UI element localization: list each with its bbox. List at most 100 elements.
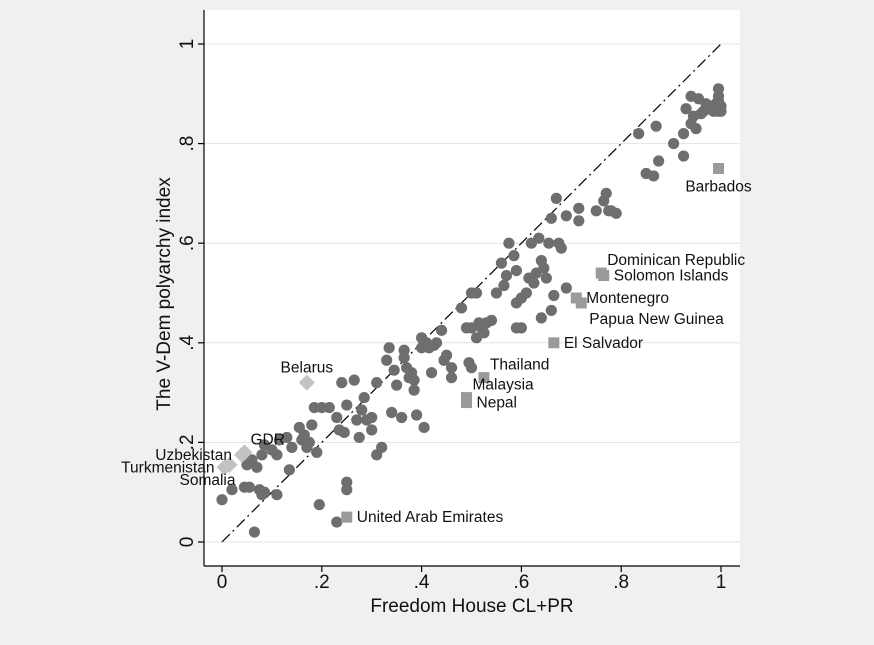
- data-point: [398, 344, 410, 356]
- data-point: [371, 377, 383, 389]
- axes: 0 .2 .4 .6 .8 1 0 .2 .4 .6 .8 1: [177, 10, 740, 593]
- data-point: [545, 304, 557, 317]
- point-label: Turkmenistan: [121, 459, 214, 476]
- data-point: [411, 409, 423, 421]
- point-label: Nepal: [477, 395, 518, 412]
- data-point: [485, 314, 498, 326]
- data-point: [430, 337, 443, 349]
- data-point: [533, 232, 545, 244]
- data-point-square: [713, 163, 725, 174]
- data-point: [388, 364, 400, 376]
- data-point: [435, 324, 448, 336]
- data-point: [540, 272, 552, 284]
- data-point: [690, 123, 702, 135]
- y-tick-label-1: .2: [177, 434, 198, 450]
- data-point: [633, 128, 645, 140]
- data-point: [258, 486, 271, 498]
- data-point: [396, 411, 408, 424]
- data-point: [503, 237, 515, 249]
- data-point: [353, 431, 365, 444]
- x-tick-label-0: 0: [217, 572, 228, 593]
- data-point: [425, 367, 438, 379]
- data-point: [356, 404, 368, 416]
- point-label: Dominican Republic: [607, 252, 745, 269]
- point-label: Uzbekistan: [155, 447, 232, 464]
- y-tick-label-5: 1: [177, 39, 198, 50]
- data-point: [528, 277, 540, 289]
- data-point: [306, 419, 318, 431]
- data-point: [341, 484, 353, 496]
- x-tick-label-5: 1: [716, 572, 727, 593]
- point-label: Solomon Islands: [614, 268, 729, 285]
- data-point: [256, 449, 268, 461]
- data-point-diamond: [298, 374, 315, 391]
- data-point-diamond: [221, 456, 238, 473]
- data-point: [508, 250, 520, 262]
- y-tick-label-4: .8: [177, 136, 198, 152]
- data-point: [573, 202, 585, 214]
- data-point: [535, 312, 547, 324]
- data-point-square: [341, 511, 353, 523]
- data-point: [251, 461, 263, 473]
- data-point: [677, 128, 690, 140]
- point-label: Belarus: [281, 360, 334, 377]
- data-point: [590, 205, 602, 217]
- data-point: [455, 302, 468, 314]
- data-point: [243, 481, 256, 493]
- point-label: El Salvador: [564, 335, 643, 352]
- data-point: [470, 287, 483, 299]
- data-point: [271, 449, 283, 461]
- data-point: [560, 282, 572, 294]
- data-point: [498, 279, 510, 292]
- data-point: [331, 516, 343, 528]
- data-point: [283, 464, 295, 476]
- data-point: [338, 426, 350, 439]
- x-tick-label-3: .6: [513, 572, 529, 593]
- data-point: [478, 327, 490, 339]
- data-point: [515, 322, 528, 334]
- data-point: [495, 257, 508, 269]
- data-point: [710, 103, 722, 115]
- x-tick-label-4: .8: [613, 572, 629, 593]
- data-point: [445, 372, 458, 384]
- data-point: [286, 441, 298, 453]
- y-tick-label-0: 0: [177, 537, 198, 548]
- data-point: [391, 379, 403, 391]
- y-axis-title: The V-Dem polyarchy index: [154, 177, 175, 411]
- data-point: [281, 431, 293, 444]
- data-point-diamond: [233, 446, 250, 463]
- data-point: [366, 424, 378, 436]
- marker-layer: [216, 83, 727, 538]
- data-point: [500, 269, 513, 282]
- data-point: [545, 212, 557, 224]
- data-point: [600, 187, 612, 199]
- data-point: [323, 401, 335, 414]
- data-point: [490, 287, 503, 299]
- data-point: [381, 354, 393, 366]
- data-point-square: [575, 297, 587, 309]
- data-point: [648, 170, 660, 182]
- data-point: [408, 384, 420, 396]
- x-axis-title: Freedom House CL+PR: [370, 596, 573, 617]
- data-point: [341, 399, 353, 411]
- data-point: [573, 215, 585, 227]
- data-point: [538, 262, 550, 274]
- data-point: [653, 155, 665, 167]
- point-label: United Arab Emirates: [357, 509, 504, 526]
- data-point: [303, 436, 315, 448]
- data-point: [348, 374, 360, 386]
- point-label: GDR: [250, 431, 284, 448]
- data-point: [216, 494, 228, 506]
- data-point: [610, 207, 622, 219]
- x-tick-label-1: .2: [314, 572, 330, 593]
- y-tick-label-3: .6: [177, 235, 198, 251]
- data-point: [555, 242, 567, 254]
- data-point: [386, 406, 398, 419]
- data-point: [465, 362, 478, 374]
- data-point: [550, 192, 562, 204]
- data-point-square: [478, 372, 490, 384]
- data-point: [271, 489, 283, 501]
- point-label: Malaysia: [473, 377, 535, 394]
